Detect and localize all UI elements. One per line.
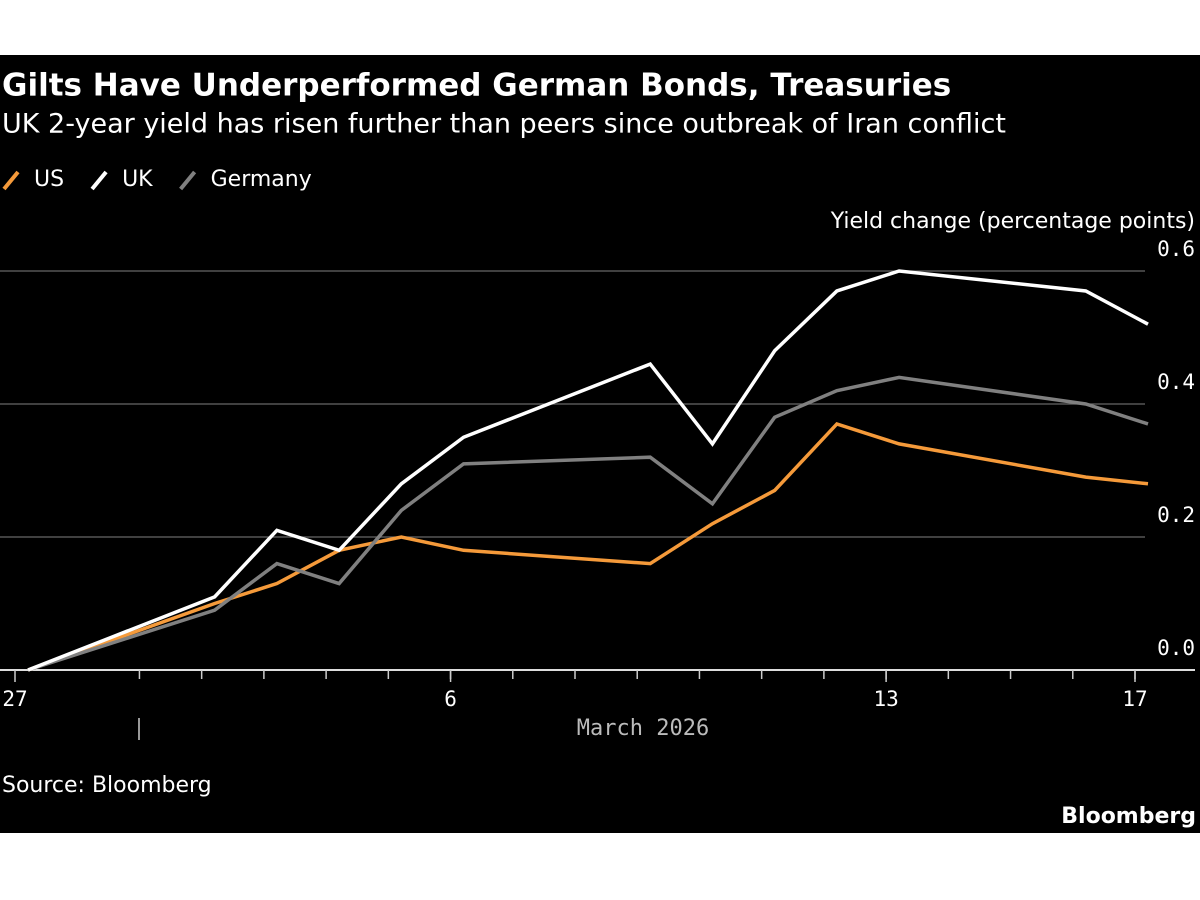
background — [0, 55, 1200, 833]
x-axis-label: March 2026 — [577, 716, 709, 741]
chart-title: Gilts Have Underperformed German Bonds, … — [2, 68, 951, 104]
line-series — [27, 375, 1149, 672]
x-tick-label: 27 — [2, 687, 27, 711]
y-axis-label: Yield change (percentage points) — [830, 209, 1195, 234]
x-tick-label: 13 — [873, 687, 898, 711]
legend-swatch — [2, 170, 20, 191]
line-series — [27, 421, 1149, 672]
y-tick-label: 0.0 — [1157, 636, 1195, 660]
legend-swatch — [90, 170, 108, 191]
y-tick-label: 0.2 — [1157, 503, 1195, 527]
legend-label: Germany — [211, 167, 312, 192]
x-tick-label: 17 — [1122, 687, 1147, 711]
legend-swatch — [179, 170, 197, 191]
x-tick-label: 6 — [444, 687, 457, 711]
line-series — [27, 269, 1149, 672]
chart-subtitle: UK 2-year yield has risen further than p… — [2, 109, 1006, 140]
y-tick-label: 0.4 — [1157, 370, 1195, 394]
legend-label: US — [34, 167, 64, 192]
legend-label: UK — [122, 167, 153, 192]
source: Source: Bloomberg — [2, 773, 212, 798]
brand: Bloomberg — [1061, 804, 1196, 829]
y-tick-label: 0.6 — [1157, 237, 1195, 261]
